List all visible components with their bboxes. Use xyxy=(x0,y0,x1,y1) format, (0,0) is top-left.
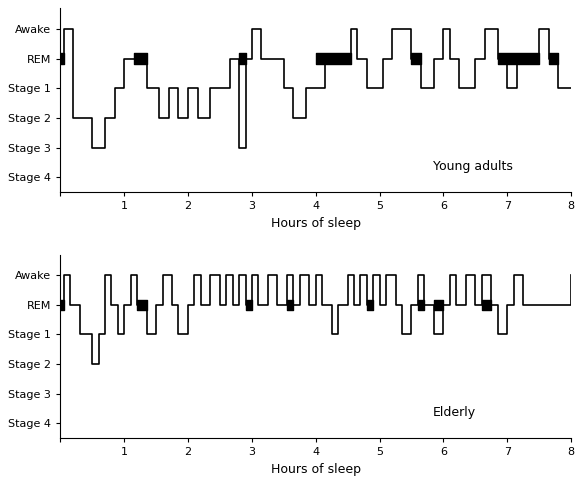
Text: Elderly: Elderly xyxy=(433,406,476,419)
X-axis label: Hours of sleep: Hours of sleep xyxy=(271,463,361,476)
X-axis label: Hours of sleep: Hours of sleep xyxy=(271,216,361,229)
Text: Young adults: Young adults xyxy=(433,160,513,173)
